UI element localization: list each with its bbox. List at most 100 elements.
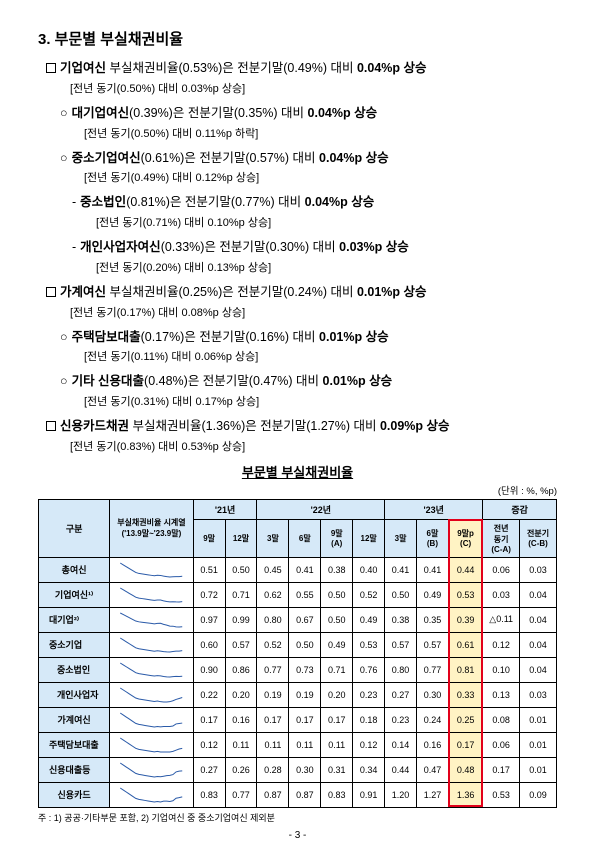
diff-cell: 0.13 xyxy=(483,682,520,707)
value-cell: 0.16 xyxy=(225,707,257,732)
th-diff-sub: 전년 동기 (C-A) xyxy=(483,519,520,557)
value-cell: 0.49 xyxy=(353,607,385,632)
bullet-line: 기업여신 부실채권비율(0.53%)은 전분기말(0.49%) 대비 0.04%… xyxy=(46,59,557,78)
bullet-subline: [전년 동기(0.11%) 대비 0.06%p 상승] xyxy=(84,348,557,364)
row-header: 개인사업자 xyxy=(39,682,110,707)
th-period: 9말 (A) xyxy=(321,519,353,557)
value-cell: 0.23 xyxy=(385,707,417,732)
highlight-cell: 0.25 xyxy=(448,707,482,732)
value-cell: 0.19 xyxy=(289,682,321,707)
sparkline-cell xyxy=(110,757,193,782)
value-cell: 0.62 xyxy=(257,582,289,607)
value-cell: 0.49 xyxy=(321,632,353,657)
diff-cell: 0.09 xyxy=(520,782,557,807)
th-y21: '21년 xyxy=(193,499,257,519)
value-cell: 0.14 xyxy=(385,732,417,757)
value-cell: 0.57 xyxy=(385,632,417,657)
sparkline-cell xyxy=(110,557,193,582)
th-period: 9말p (C) xyxy=(448,519,482,557)
sparkline-cell xyxy=(110,732,193,757)
bullet-line: 신용카드채권 부실채권비율(1.36%)은 전분기말(1.27%) 대비 0.0… xyxy=(46,417,557,436)
table-title: 부문별 부실채권비율 xyxy=(38,462,557,481)
value-cell: 0.16 xyxy=(417,732,449,757)
value-cell: 0.38 xyxy=(385,607,417,632)
value-cell: 0.87 xyxy=(257,782,289,807)
bullet-marker xyxy=(46,63,56,73)
diff-cell: 0.03 xyxy=(520,682,557,707)
sparkline-cell xyxy=(110,607,193,632)
sparkline-cell xyxy=(110,782,193,807)
value-cell: 0.12 xyxy=(193,732,225,757)
diff-cell: 0.04 xyxy=(520,657,557,682)
bullet-marker: ○ xyxy=(60,104,68,123)
bullet-subline: [전년 동기(0.50%) 대비 0.03%p 상승] xyxy=(70,80,557,96)
value-cell: 0.11 xyxy=(225,732,257,757)
th-period: 3말 xyxy=(257,519,289,557)
value-cell: 0.91 xyxy=(353,782,385,807)
highlight-cell: 0.61 xyxy=(448,632,482,657)
value-cell: 0.45 xyxy=(257,557,289,582)
value-cell: 0.86 xyxy=(225,657,257,682)
th-period: 12말 xyxy=(353,519,385,557)
bullet-subline: [전년 동기(0.17%) 대비 0.08%p 상승] xyxy=(70,304,557,320)
bullet-marker: ○ xyxy=(60,328,68,347)
row-header: 기업여신¹⁾ xyxy=(39,582,110,607)
data-table: 구분 부실채권비율 시계열 ('13.9말~'23.9말) '21년 '22년 … xyxy=(38,499,557,808)
value-cell: 0.71 xyxy=(225,582,257,607)
highlight-cell: 0.81 xyxy=(448,657,482,682)
diff-cell: 0.12 xyxy=(483,632,520,657)
bullet-line: ○대기업여신(0.39%)은 전분기말(0.35%) 대비 0.04%p 상승 xyxy=(60,104,557,123)
page-number: - 3 - xyxy=(38,830,557,841)
table-unit: (단위 : %, %p) xyxy=(38,483,557,497)
row-header: 가계여신 xyxy=(39,707,110,732)
bullet-marker: - xyxy=(72,238,76,257)
value-cell: 0.11 xyxy=(289,732,321,757)
highlight-cell: 0.44 xyxy=(448,557,482,582)
th-period: 6말 (B) xyxy=(417,519,449,557)
diff-cell: 0.17 xyxy=(483,757,520,782)
th-period: 12말 xyxy=(225,519,257,557)
value-cell: 0.35 xyxy=(417,607,449,632)
value-cell: 0.34 xyxy=(353,757,385,782)
value-cell: 0.52 xyxy=(257,632,289,657)
th-spark: 부실채권비율 시계열 ('13.9말~'23.9말) xyxy=(110,499,193,557)
value-cell: 0.67 xyxy=(289,607,321,632)
value-cell: 0.77 xyxy=(257,657,289,682)
value-cell: 0.26 xyxy=(225,757,257,782)
bullet-marker xyxy=(46,421,56,431)
bullet-line: ○기타 신용대출(0.48%)은 전분기말(0.47%) 대비 0.01%p 상… xyxy=(60,372,557,391)
value-cell: 0.17 xyxy=(321,707,353,732)
sparkline-cell xyxy=(110,657,193,682)
value-cell: 0.50 xyxy=(225,557,257,582)
value-cell: 0.47 xyxy=(417,757,449,782)
value-cell: 0.22 xyxy=(193,682,225,707)
table-footnote: 주 : 1) 공공·기타부문 포함, 2) 기업여신 중 중소기업여신 제외분 xyxy=(38,811,557,824)
value-cell: 0.77 xyxy=(225,782,257,807)
diff-cell: △0.11 xyxy=(483,607,520,632)
value-cell: 0.80 xyxy=(385,657,417,682)
highlight-cell: 0.53 xyxy=(448,582,482,607)
row-header: 총여신 xyxy=(39,557,110,582)
bullet-marker xyxy=(46,287,56,297)
value-cell: 0.19 xyxy=(257,682,289,707)
highlight-cell: 1.36 xyxy=(448,782,482,807)
value-cell: 0.27 xyxy=(193,757,225,782)
th-y23: '23년 xyxy=(385,499,483,519)
bullet-subline: [전년 동기(0.50%) 대비 0.11%p 하락] xyxy=(84,125,557,141)
diff-cell: 0.03 xyxy=(483,582,520,607)
value-cell: 0.50 xyxy=(289,632,321,657)
value-cell: 0.76 xyxy=(353,657,385,682)
bullet-subline: [전년 동기(0.71%) 대비 0.10%p 상승] xyxy=(96,214,557,230)
value-cell: 0.23 xyxy=(353,682,385,707)
value-cell: 0.52 xyxy=(353,582,385,607)
value-cell: 0.17 xyxy=(257,707,289,732)
bullet-subline: [전년 동기(0.20%) 대비 0.13%p 상승] xyxy=(96,259,557,275)
value-cell: 0.80 xyxy=(257,607,289,632)
diff-cell: 0.08 xyxy=(483,707,520,732)
value-cell: 0.87 xyxy=(289,782,321,807)
th-period: 6말 xyxy=(289,519,321,557)
value-cell: 0.51 xyxy=(193,557,225,582)
diff-cell: 0.04 xyxy=(520,607,557,632)
highlight-cell: 0.17 xyxy=(448,732,482,757)
value-cell: 0.71 xyxy=(321,657,353,682)
